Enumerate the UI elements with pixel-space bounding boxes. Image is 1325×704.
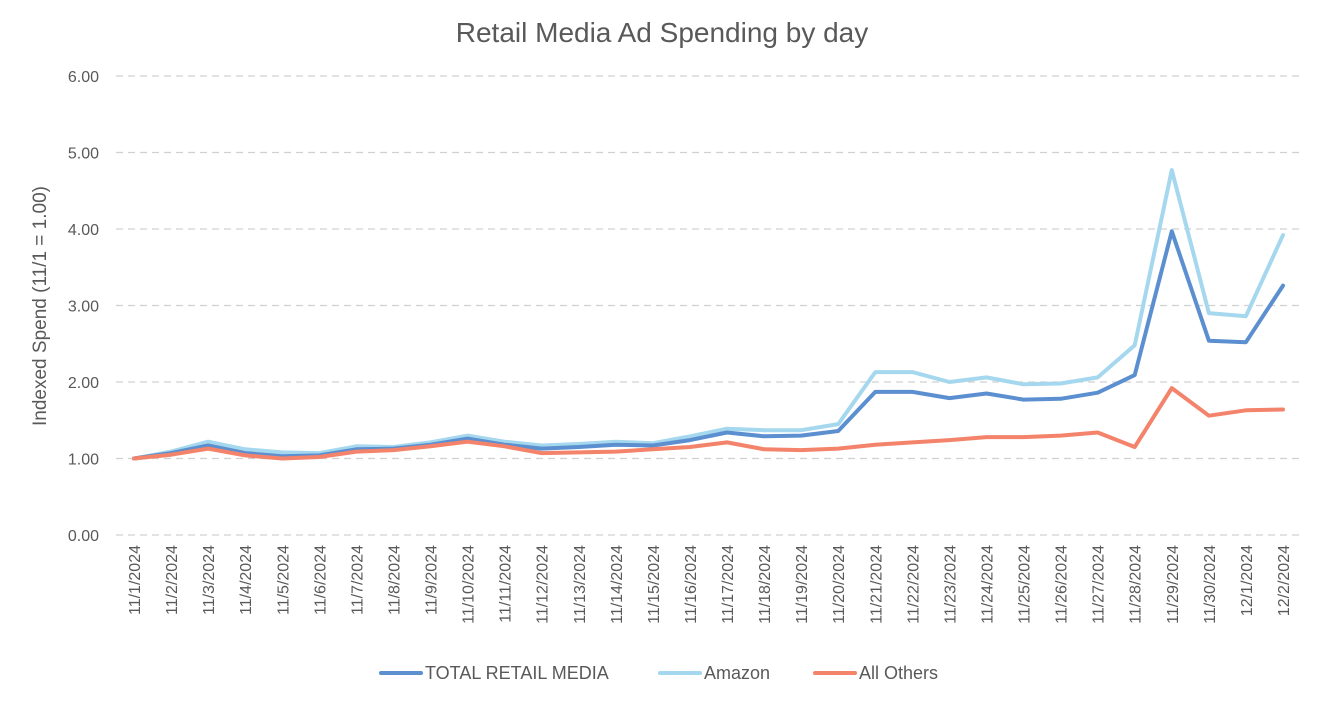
x-axis-ticks: 11/1/2024 11/2/2024 11/3/2024 11/4/2024 11/5…	[127, 545, 1293, 624]
legend-label: All Others	[859, 663, 938, 683]
x-tick-label: 11/7/2024	[349, 545, 366, 615]
legend: TOTAL RETAIL MEDIA Amazon All Others	[379, 663, 938, 683]
y-tick-label: 0.00	[68, 528, 99, 545]
x-tick-label: 11/30/2024	[1202, 545, 1219, 624]
series-line-amazon	[132, 168, 1285, 461]
x-tick-label: 12/1/2024	[1239, 545, 1256, 616]
x-tick-label: 11/4/2024	[238, 545, 255, 615]
x-tick-label: 11/11/2024	[498, 545, 515, 623]
series-lines	[132, 168, 1285, 461]
x-tick-label: 11/12/2024	[535, 545, 552, 624]
x-tick-label: 11/5/2024	[275, 545, 292, 615]
x-tick-label: 11/10/2024	[461, 545, 478, 624]
x-tick-label: 11/27/2024	[1091, 545, 1108, 624]
x-tick-label: 11/29/2024	[1165, 545, 1182, 624]
legend-label: Amazon	[704, 663, 770, 683]
y-tick-label: 2.00	[68, 375, 99, 392]
x-tick-label: 11/15/2024	[646, 545, 663, 624]
legend-item: TOTAL RETAIL MEDIA	[379, 663, 609, 683]
gridlines	[116, 75, 1301, 536]
x-tick-label: 11/2/2024	[164, 545, 181, 615]
x-tick-label: 11/25/2024	[1017, 545, 1034, 624]
x-tick-label: 11/17/2024	[720, 545, 737, 624]
x-tick-label: 11/13/2024	[572, 545, 589, 624]
legend-label: TOTAL RETAIL MEDIA	[425, 663, 609, 683]
x-tick-label: 11/18/2024	[757, 545, 774, 624]
x-tick-label: 11/8/2024	[386, 545, 403, 615]
x-tick-label: 12/2/2024	[1276, 545, 1293, 616]
chart-title: Retail Media Ad Spending by day	[456, 17, 869, 48]
series-line-all-others	[132, 386, 1285, 461]
x-tick-label: 11/1/2024	[127, 545, 144, 615]
series-line-total-retail-media	[132, 229, 1285, 461]
y-tick-label: 1.00	[68, 452, 99, 469]
x-tick-label: 11/16/2024	[683, 545, 700, 624]
x-tick-label: 11/19/2024	[794, 545, 811, 624]
y-tick-label: 6.00	[68, 69, 99, 86]
x-tick-label: 11/24/2024	[979, 545, 996, 624]
x-tick-label: 11/9/2024	[424, 545, 441, 615]
y-tick-label: 4.00	[68, 222, 99, 239]
y-axis-title: Indexed Spend (11/1 = 1.00)	[30, 186, 51, 426]
legend-item: All Others	[813, 663, 938, 683]
x-tick-label: 11/14/2024	[609, 545, 626, 624]
x-tick-label: 11/28/2024	[1128, 545, 1145, 624]
y-tick-label: 3.00	[68, 299, 99, 316]
x-tick-label: 11/6/2024	[312, 545, 329, 615]
legend-item: Amazon	[658, 663, 770, 683]
y-tick-label: 5.00	[68, 146, 99, 163]
x-tick-label: 11/3/2024	[201, 545, 218, 615]
x-tick-label: 11/22/2024	[905, 545, 922, 624]
x-tick-label: 11/23/2024	[942, 545, 959, 624]
x-tick-label: 11/20/2024	[831, 545, 848, 624]
y-axis-ticks: 0.00 1.00 2.00 3.00 4.00 5.00 6.00	[68, 69, 99, 545]
x-tick-label: 11/26/2024	[1054, 545, 1071, 624]
x-tick-label: 11/21/2024	[868, 545, 885, 624]
